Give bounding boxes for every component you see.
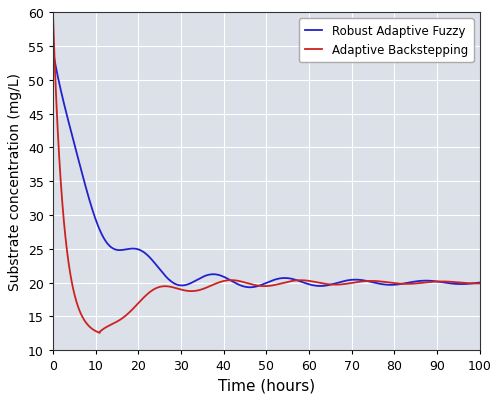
Robust Adaptive Fuzzy <box>98 232 104 237</box>
Adaptive Backstepping <box>50 11 56 16</box>
Line: Robust Adaptive Fuzzy: Robust Adaptive Fuzzy <box>53 47 480 288</box>
Adaptive Backstepping <box>232 278 238 283</box>
Adaptive Backstepping <box>468 281 474 286</box>
Adaptive Backstepping <box>214 281 220 286</box>
Adaptive Backstepping <box>476 281 482 286</box>
Adaptive Backstepping <box>124 312 130 317</box>
X-axis label: Time (hours): Time (hours) <box>218 378 315 393</box>
Robust Adaptive Fuzzy <box>232 281 238 286</box>
Robust Adaptive Fuzzy <box>468 282 474 286</box>
Robust Adaptive Fuzzy <box>214 272 220 277</box>
Legend: Robust Adaptive Fuzzy, Adaptive Backstepping: Robust Adaptive Fuzzy, Adaptive Backstep… <box>298 19 474 63</box>
Robust Adaptive Fuzzy <box>124 247 130 252</box>
Robust Adaptive Fuzzy <box>50 45 56 49</box>
Y-axis label: Substrate concentration (mg/L): Substrate concentration (mg/L) <box>8 73 22 290</box>
Adaptive Backstepping <box>98 328 104 333</box>
Robust Adaptive Fuzzy <box>247 285 253 290</box>
Adaptive Backstepping <box>422 280 428 285</box>
Robust Adaptive Fuzzy <box>476 280 482 285</box>
Line: Adaptive Backstepping: Adaptive Backstepping <box>53 13 480 333</box>
Adaptive Backstepping <box>96 331 102 336</box>
Robust Adaptive Fuzzy <box>422 279 428 284</box>
